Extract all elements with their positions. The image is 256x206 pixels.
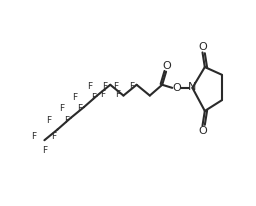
Text: F: F [87, 82, 92, 91]
Text: F: F [64, 116, 69, 125]
Text: F: F [102, 82, 108, 91]
Text: F: F [46, 116, 51, 125]
Text: O: O [198, 126, 207, 136]
Text: O: O [198, 42, 207, 52]
Text: F: F [78, 104, 83, 113]
Text: F: F [115, 90, 121, 99]
Text: F: F [113, 82, 118, 91]
Text: N: N [188, 82, 197, 92]
Text: F: F [59, 104, 64, 113]
Text: F: F [31, 132, 36, 141]
Text: O: O [163, 61, 171, 71]
Text: F: F [42, 146, 47, 155]
Text: O: O [173, 83, 181, 93]
Text: F: F [51, 132, 56, 141]
Text: F: F [91, 93, 96, 102]
Text: F: F [100, 90, 105, 99]
Text: F: F [72, 93, 77, 102]
Text: F: F [129, 82, 134, 91]
